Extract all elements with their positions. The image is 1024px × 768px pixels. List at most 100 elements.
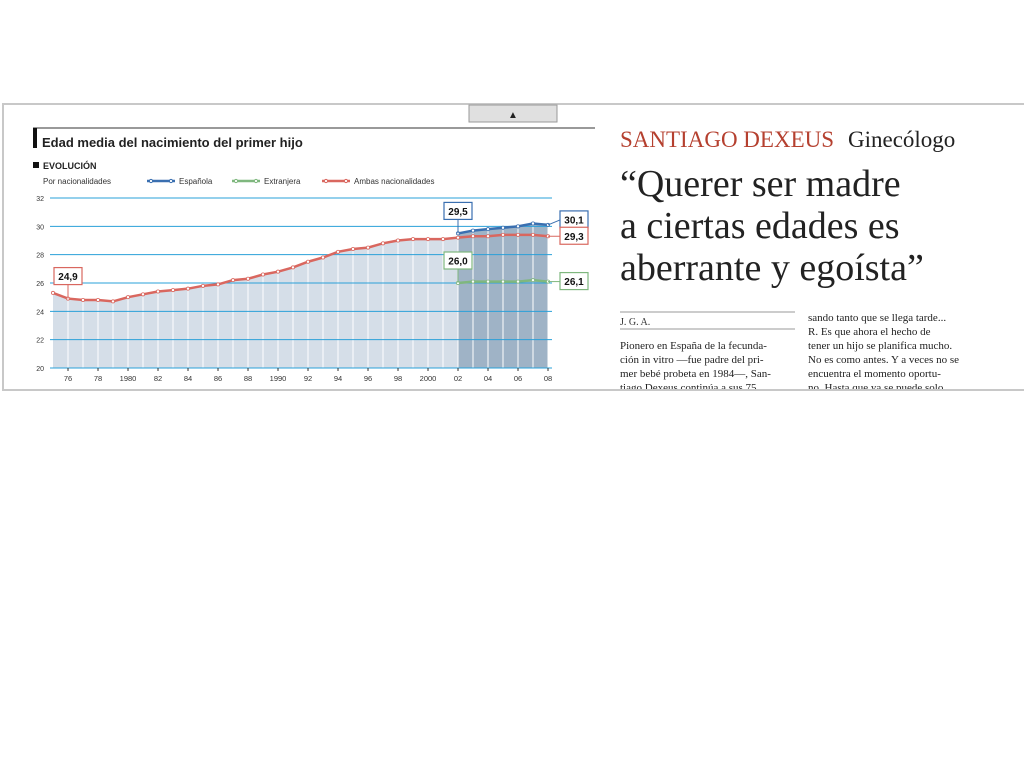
point	[215, 282, 220, 287]
point	[440, 237, 445, 242]
body-line: Pionero en España de la fecunda-	[620, 340, 767, 352]
point	[260, 272, 265, 277]
point	[155, 289, 160, 294]
legend-label: Extranjera	[264, 177, 301, 186]
y-tick-label: 30	[36, 224, 44, 231]
legend-marker	[253, 178, 259, 184]
x-tick-label: 2000	[420, 374, 437, 383]
point	[531, 221, 536, 226]
x-tick-label: 86	[214, 374, 222, 383]
data-label: 30,1	[564, 215, 584, 226]
content: Edad media del nacimiento del primer hij…	[33, 127, 959, 394]
button-icon[interactable]: ▲	[508, 110, 518, 121]
body-line: R. Es que ahora el hecho de	[808, 326, 931, 338]
data-label: 29,3	[564, 232, 584, 243]
point	[320, 255, 325, 260]
button[interactable]	[468, 104, 558, 123]
legend-label: Ambas nacionalidades	[354, 177, 435, 186]
label-pointer	[547, 219, 561, 226]
point	[470, 234, 475, 239]
body-line: No es como antes. Y a veces no se	[808, 354, 959, 366]
point	[380, 241, 385, 246]
point	[516, 232, 521, 237]
title-bar	[33, 128, 37, 148]
point	[470, 279, 475, 284]
headline-line: “Querer ser madre	[620, 163, 901, 205]
label-box	[443, 201, 473, 221]
point	[470, 228, 475, 233]
chart-title: Edad media del nacimiento del primer hij…	[42, 135, 303, 150]
y-tick-label: 22	[36, 338, 44, 345]
point	[245, 276, 250, 281]
scroll-button[interactable]: ▲	[468, 104, 558, 123]
point	[500, 225, 505, 230]
point	[516, 224, 521, 229]
y-tick-label: 24	[36, 309, 44, 316]
x-tick-label: 04	[484, 374, 492, 383]
data-label: 29,5	[448, 207, 468, 218]
x-tick-label: 88	[244, 374, 252, 383]
section-marker	[33, 162, 39, 168]
point	[516, 279, 521, 284]
headline-line: aberrante y egoísta”	[620, 247, 924, 289]
point	[140, 292, 145, 297]
headline-line: a ciertas edades es	[620, 205, 900, 247]
y-tick-label: 28	[36, 253, 44, 260]
legend-label: Española	[179, 177, 213, 186]
point	[185, 286, 190, 291]
point	[485, 234, 490, 239]
point	[51, 290, 56, 295]
series-line	[52, 233, 549, 303]
point	[170, 288, 175, 293]
x-tick-label: 02	[454, 374, 462, 383]
x-tick-label: 78	[94, 374, 102, 383]
x-tick-label: 98	[394, 374, 402, 383]
legend-marker	[343, 178, 349, 184]
y-tick-label: 32	[36, 196, 44, 203]
x-tick-label: 92	[304, 374, 312, 383]
legend-marker	[148, 178, 154, 184]
label-box	[443, 251, 473, 270]
point	[96, 297, 101, 302]
x-tick-label: 08	[544, 374, 552, 383]
body-line: tener un hijo se planifica mucho.	[808, 340, 952, 352]
point	[410, 237, 415, 242]
point	[111, 299, 116, 304]
point	[126, 295, 131, 300]
viewer-frame	[2, 103, 1024, 391]
x-tick-label: 06	[514, 374, 522, 383]
point	[395, 238, 400, 243]
body-line: ción in vitro —fue padre del pri-	[620, 354, 764, 366]
area	[53, 234, 548, 368]
point	[200, 283, 205, 288]
body-line: tiago Dexeus continúa a sus 75	[620, 382, 757, 394]
section: EVOLUCIÓN	[43, 160, 97, 171]
label-box	[559, 226, 589, 245]
x-tick-label: 76	[64, 374, 72, 383]
data-label: 24,9	[58, 272, 78, 283]
legend-marker	[168, 178, 174, 184]
point	[305, 259, 310, 264]
x-tick-label: 96	[364, 374, 372, 383]
y-tick-label: 20	[36, 366, 44, 373]
point	[365, 245, 370, 250]
point	[230, 278, 235, 283]
body-line: sando tanto que se llega tarde...	[808, 312, 946, 324]
body-line: encuentra el momento oportu-	[808, 368, 941, 380]
label-box	[53, 266, 83, 286]
x-tick-label: 84	[184, 374, 192, 383]
point	[350, 246, 355, 251]
byline: J. G. A.	[620, 317, 650, 328]
point	[531, 278, 536, 283]
legend-marker	[323, 178, 329, 184]
legend-marker	[233, 178, 239, 184]
point	[425, 237, 430, 242]
point	[275, 269, 280, 274]
point	[485, 227, 490, 232]
point	[81, 297, 86, 302]
x-tick-label: 1980	[120, 374, 137, 383]
point	[290, 265, 295, 270]
data-label: 26,1	[564, 277, 584, 288]
